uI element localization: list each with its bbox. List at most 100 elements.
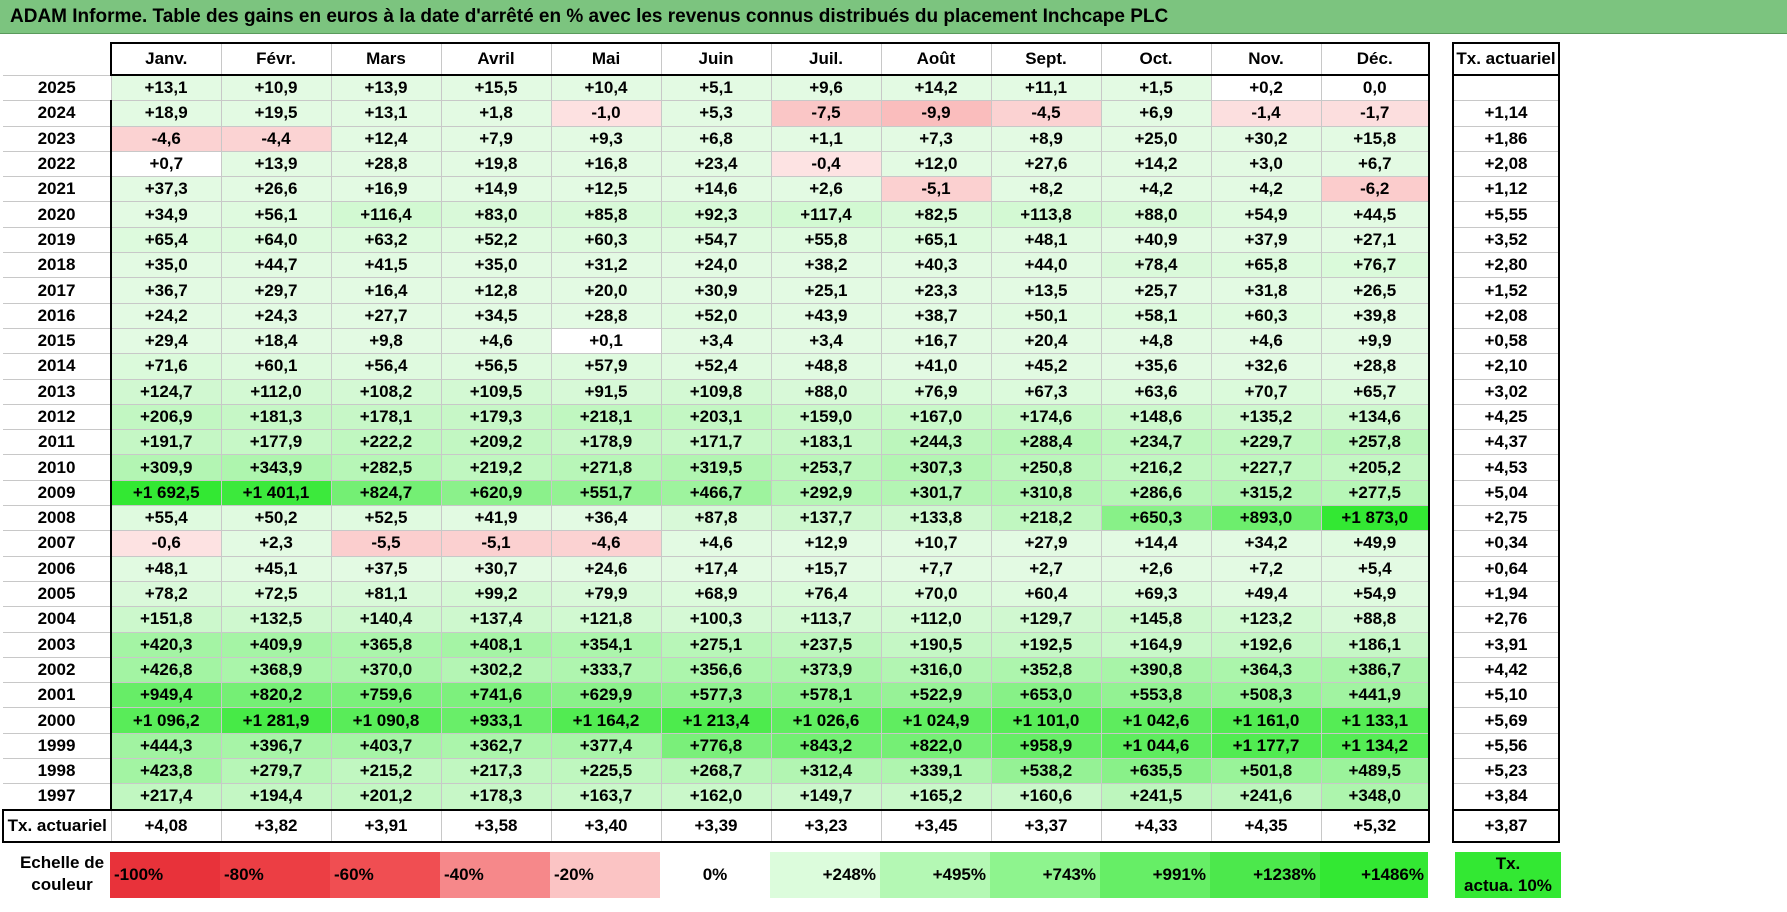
- gain-cell: +9,9: [1320, 327, 1430, 355]
- footer-tx-cell: +3,39: [660, 808, 772, 843]
- gain-cell: +85,8: [550, 201, 662, 228]
- gain-cell: +56,5: [440, 353, 552, 380]
- year-label: 2021: [3, 176, 112, 203]
- gain-cell: +45,1: [220, 555, 332, 582]
- table-row: 2022 +0,7 +13,9 +28,8 +19,8 +16,8 +23,4 -0,4 +12…: [3, 150, 1560, 178]
- gain-cell: +301,7: [880, 479, 992, 507]
- gain-cell: +219,2: [440, 454, 552, 481]
- gain-cell: +38,7: [880, 302, 992, 329]
- gain-cell: -5,5: [330, 530, 442, 557]
- month-header: Déc.: [1320, 42, 1430, 76]
- gain-cell: +45,2: [990, 353, 1102, 380]
- gain-cell: +1,8: [440, 100, 552, 127]
- gain-cell: +6,9: [1100, 100, 1212, 127]
- header-row: Janv. Févr. Mars Avril Mai Juin Juil. Août Sept.…: [3, 42, 1560, 76]
- gain-cell: +163,7: [550, 783, 662, 811]
- table-row: 2008 +55,4 +50,2 +52,5 +41,9 +36,4 +87,8 +137,7…: [3, 505, 1560, 532]
- gain-cell: +2,6: [770, 176, 882, 203]
- gain-cell: +8,9: [990, 125, 1102, 152]
- tx-actuariel-cell: +5,04: [1452, 479, 1560, 507]
- tx-actuariel-cell: +1,12: [1452, 176, 1560, 203]
- gain-cell: +32,6: [1210, 353, 1322, 380]
- gain-cell: +24,2: [110, 302, 222, 329]
- gain-cell: +16,8: [550, 150, 662, 178]
- gain-cell: +50,2: [220, 505, 332, 532]
- gain-cell: +2,6: [1100, 555, 1212, 582]
- tx-actuariel-cell: +5,23: [1452, 758, 1560, 785]
- gain-cell: +205,2: [1320, 454, 1430, 481]
- gain-cell: +302,2: [440, 656, 552, 684]
- gains-table: Janv. Févr. Mars Avril Mai Juin Juil. Août Sept.…: [2, 42, 1560, 843]
- gain-cell: +164,9: [1100, 631, 1212, 658]
- column-gap: [1429, 379, 1453, 405]
- month-header: Sept.: [990, 42, 1102, 76]
- year-label: 2013: [3, 378, 112, 405]
- tx-actuariel-cell: +0,58: [1452, 327, 1560, 355]
- gain-cell: +5,4: [1320, 555, 1430, 582]
- gain-cell: +3,4: [660, 327, 772, 355]
- gain-cell: +78,4: [1100, 252, 1212, 279]
- gain-cell: +76,4: [770, 580, 882, 608]
- gain-cell: +31,2: [550, 252, 662, 279]
- gain-cell: +36,7: [110, 277, 222, 304]
- gain-cell: +112,0: [220, 378, 332, 405]
- gain-cell: +4,6: [660, 530, 772, 557]
- table-row: 2023 -4,6 -4,4 +12,4 +7,9 +9,3 +6,8 +1,1 +7,3 +8,…: [3, 125, 1560, 152]
- year-label: 2022: [3, 150, 112, 178]
- gain-cell: +192,6: [1210, 631, 1322, 658]
- gain-cell: +12,9: [770, 530, 882, 557]
- gain-cell: +56,1: [220, 201, 332, 228]
- gain-cell: +216,2: [1100, 454, 1212, 481]
- gain-cell: +18,4: [220, 327, 332, 355]
- gain-cell: +13,1: [110, 74, 222, 102]
- gain-cell: +39,8: [1320, 302, 1430, 329]
- gain-cell: +91,5: [550, 378, 662, 405]
- table-row: 2009 +1 692,5 +1 401,1 +824,7 +620,9 +551,7 +4…: [3, 479, 1560, 507]
- gain-cell: +60,3: [550, 226, 662, 254]
- gain-cell: +629,9: [550, 682, 662, 709]
- tx-actuariel-cell: +1,94: [1452, 580, 1560, 608]
- gain-cell: +1 042,6: [1100, 707, 1212, 734]
- gain-cell: +162,0: [660, 783, 772, 811]
- gain-cell: +27,1: [1320, 226, 1430, 254]
- gain-cell: +81,1: [330, 580, 442, 608]
- table-row: 2017 +36,7 +29,7 +16,4 +12,8 +20,0 +30,9 +25,1 +…: [3, 277, 1560, 304]
- tx-actuariel-cell: +2,75: [1452, 505, 1560, 532]
- column-gap: [1429, 303, 1453, 329]
- gain-cell: +37,3: [110, 176, 222, 203]
- gain-cell: +958,9: [990, 732, 1102, 760]
- table-row: 2020 +34,9 +56,1 +116,4 +83,0 +85,8 +92,3 +117,…: [3, 201, 1560, 228]
- column-gap: [1429, 252, 1453, 278]
- tx-actuariel-cell: +3,84: [1452, 783, 1560, 811]
- year-label: 2001: [3, 682, 112, 709]
- gain-cell: +10,7: [880, 530, 992, 557]
- tx-actuariel-cell: +0,34: [1452, 530, 1560, 557]
- tx-actuariel-cell: +5,10: [1452, 682, 1560, 709]
- gain-cell: +9,3: [550, 125, 662, 152]
- gain-cell: +650,3: [1100, 505, 1212, 532]
- legend-swatch: +991%: [1100, 852, 1210, 898]
- gain-cell: +65,7: [1320, 378, 1430, 405]
- gain-cell: +551,7: [550, 479, 662, 507]
- gain-cell: +68,9: [660, 580, 772, 608]
- gain-cell: +160,6: [990, 783, 1102, 811]
- gain-cell: +20,4: [990, 327, 1102, 355]
- gain-cell: +19,5: [220, 100, 332, 127]
- footer-tx-cell: +3,40: [550, 808, 662, 843]
- gain-cell: +14,2: [1100, 150, 1212, 178]
- tx-actuariel-header: Tx. actuariel: [1452, 42, 1560, 76]
- gain-cell: +71,6: [110, 353, 222, 380]
- year-label: 2020: [3, 201, 112, 228]
- corner-cell: [3, 43, 111, 75]
- gain-cell: -7,5: [770, 100, 882, 127]
- column-gap: [1429, 505, 1453, 531]
- legend-swatch: +743%: [990, 852, 1100, 898]
- table-row: 2019 +65,4 +64,0 +63,2 +52,2 +60,3 +54,7 +55,8 +…: [3, 226, 1560, 254]
- table-row: 2002 +426,8 +368,9 +370,0 +302,2 +333,7 +356,6…: [3, 656, 1560, 684]
- gain-cell: +112,0: [880, 606, 992, 633]
- gain-cell: +13,9: [220, 150, 332, 178]
- gain-cell: +178,9: [550, 429, 662, 456]
- year-label: 2023: [3, 125, 112, 152]
- year-label: 2018: [3, 252, 112, 279]
- gain-cell: +1,5: [1100, 74, 1212, 102]
